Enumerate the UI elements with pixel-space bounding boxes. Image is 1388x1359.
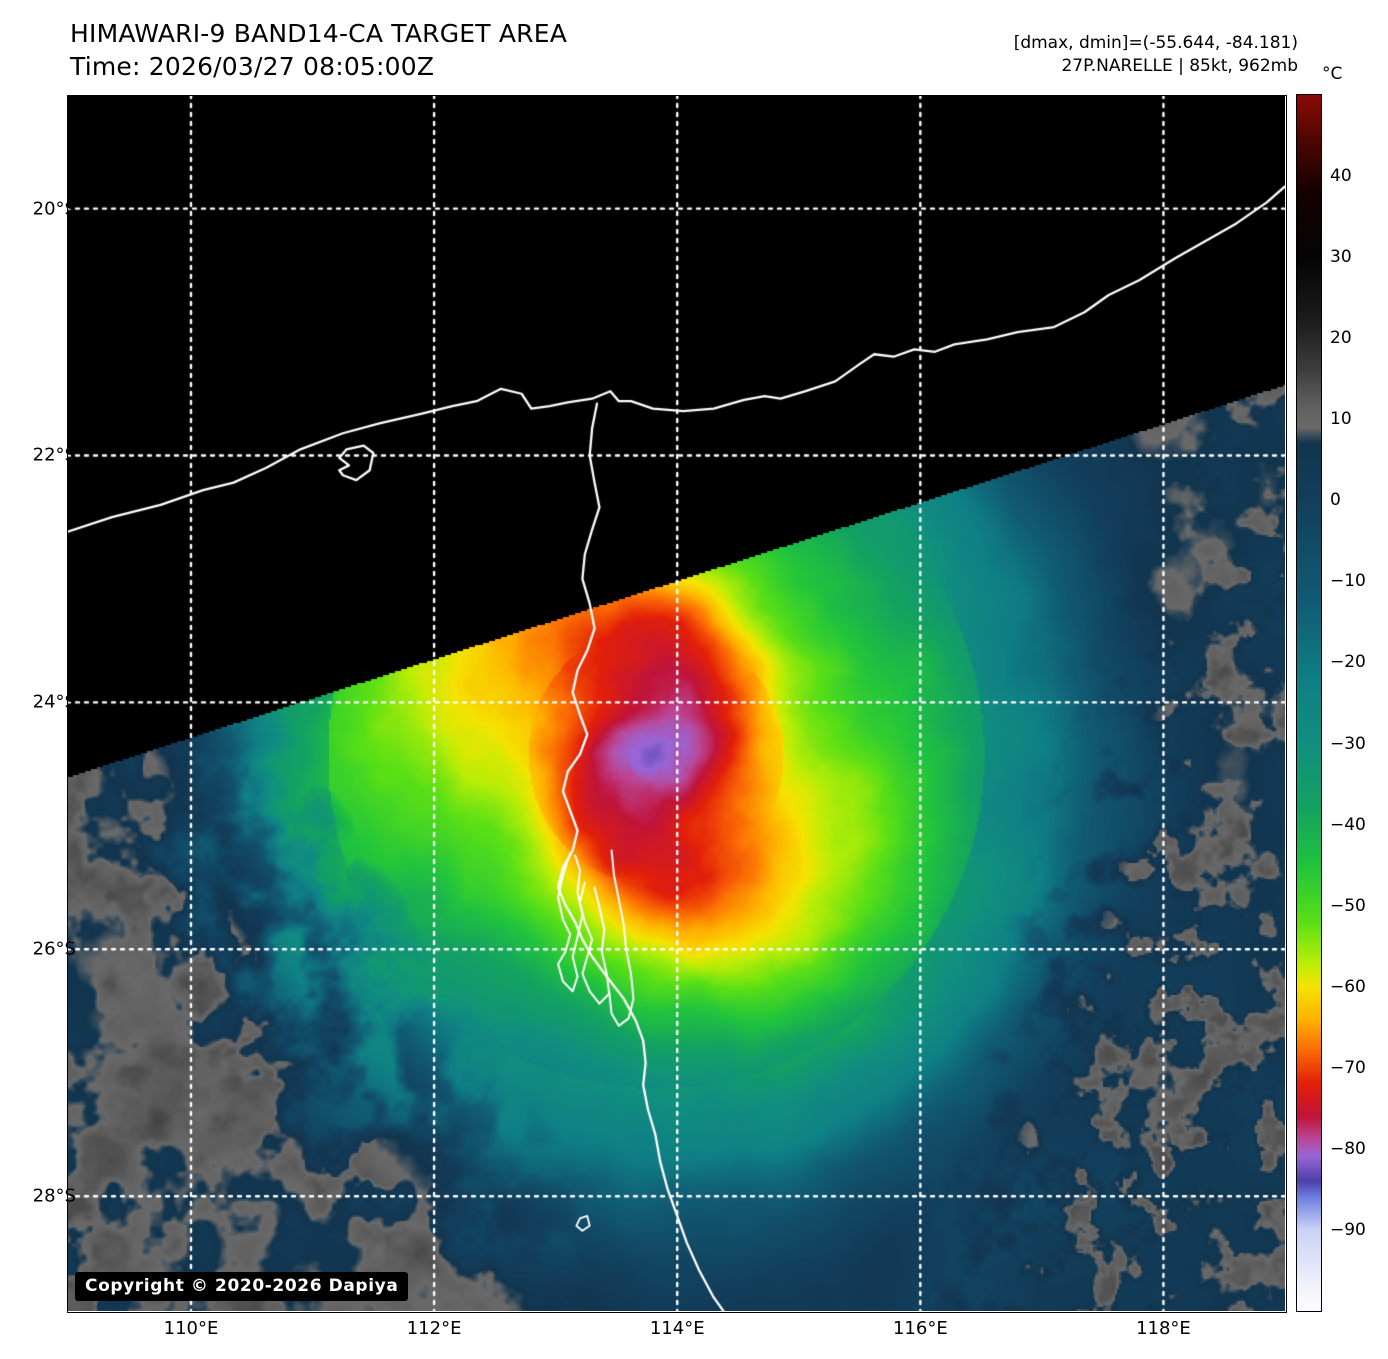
- colorbar-tick-label: −70: [1330, 1057, 1366, 1078]
- dminmax-text: [dmax, dmin]=(-55.644, -84.181): [1013, 33, 1298, 53]
- lat-tick-label: 20°S: [32, 198, 76, 220]
- colorbar-gradient: [1297, 95, 1321, 1311]
- colorbar-tick-label: −40: [1330, 814, 1366, 835]
- colorbar-unit-label: °C: [1322, 64, 1343, 84]
- colorbar-tick-label: −50: [1330, 895, 1366, 916]
- colorbar-tick-label: −10: [1330, 571, 1366, 592]
- lat-tick-label: 26°S: [32, 938, 76, 960]
- colorbar-tick-label: 10: [1330, 409, 1352, 430]
- metadata-block: [dmax, dmin]=(-55.644, -84.181) 27P.NARE…: [1014, 32, 1298, 78]
- colorbar-tick-label: −80: [1330, 1138, 1366, 1159]
- lon-tick-label: 110°E: [163, 1318, 219, 1339]
- coastline-and-grid-overlay: [67, 95, 1285, 1311]
- colorbar-tick-label: 40: [1330, 166, 1352, 187]
- colorbar-tick-label: 0: [1330, 490, 1341, 511]
- satellite-plot-area: Copyright © 2020-2026 Dapiya: [67, 95, 1285, 1311]
- page-title: HIMAWARI-9 BAND14-CA TARGET AREA: [70, 19, 568, 48]
- lon-tick-label: 112°E: [406, 1318, 462, 1339]
- copyright-badge: Copyright © 2020-2026 Dapiya: [75, 1272, 409, 1301]
- colorbar-tick-label: 30: [1330, 247, 1352, 268]
- timestamp-line: Time: 2026/03/27 08:05:00Z: [70, 51, 435, 81]
- lon-tick-label: 118°E: [1136, 1318, 1191, 1339]
- title-block: HIMAWARI-9 BAND14-CA TARGET AREA Time: 2…: [70, 18, 567, 83]
- colorbar-tick-label: −60: [1330, 976, 1366, 997]
- lon-tick-label: 116°E: [892, 1318, 948, 1339]
- colorbar-tick-label: −30: [1330, 733, 1366, 754]
- colorbar-tick-label: 20: [1330, 328, 1352, 349]
- temperature-colorbar: [1297, 95, 1321, 1311]
- colorbar-tick-label: −20: [1330, 652, 1366, 673]
- colorbar-tick-label: −90: [1330, 1219, 1366, 1240]
- storm-info-text: 27P.NARELLE | 85kt, 962mb: [1061, 55, 1298, 76]
- lat-tick-label: 22°S: [32, 444, 76, 466]
- lon-tick-label: 114°E: [649, 1318, 705, 1339]
- lat-tick-label: 28°S: [32, 1185, 76, 1207]
- lat-tick-label: 24°S: [32, 691, 76, 713]
